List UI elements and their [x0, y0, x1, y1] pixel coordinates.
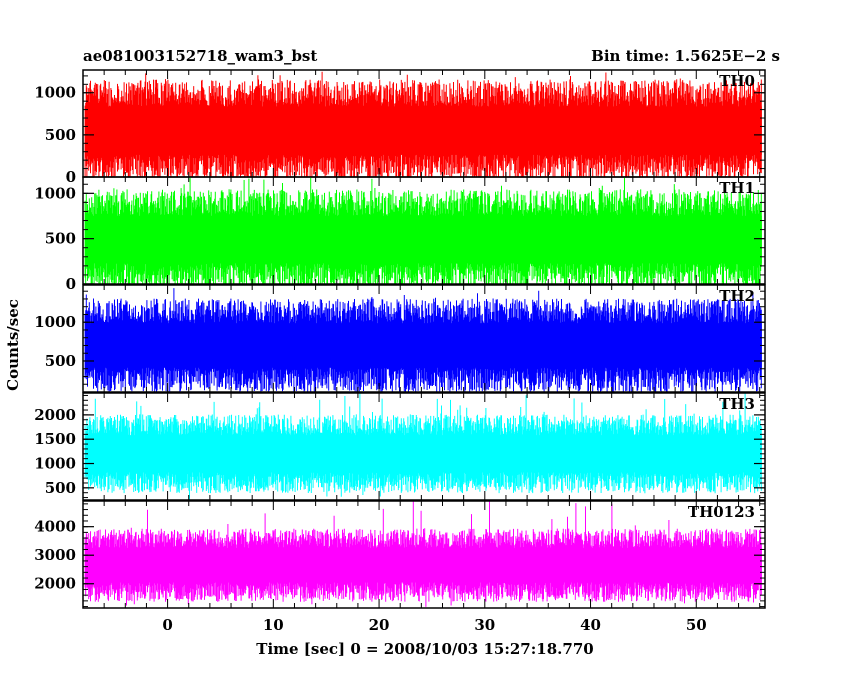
panel-frame — [82, 500, 766, 609]
y-axis-label: Counts/sec — [4, 299, 22, 391]
x-tick-label: 20 — [369, 616, 390, 634]
panel-th2: 500 1000 TH2 — [34, 284, 766, 393]
y-tick-label: 0 — [66, 275, 76, 293]
y-tick-label: 1000 — [34, 184, 76, 202]
y-tick-label: 4000 — [34, 518, 76, 536]
x-axis-label: Time [sec] 0 = 2008/10/03 15:27:18.770 — [256, 640, 593, 658]
panel-label-th1: TH1 — [719, 179, 755, 197]
panel-th3: 500 1000 1500 2000 TH3 — [34, 392, 766, 501]
y-tick-label: 500 — [45, 352, 76, 370]
series-core-th3 — [85, 435, 762, 473]
y-tick-label: 1000 — [34, 455, 76, 473]
y-tick-label: 1000 — [34, 313, 76, 331]
y-tick-label: 0 — [66, 168, 76, 186]
series-core-th0 — [85, 106, 762, 155]
panel-frame — [82, 392, 766, 501]
panel-label-th2: TH2 — [719, 287, 755, 305]
panel-frame — [82, 176, 766, 285]
panel-label-th0: TH0 — [719, 72, 755, 90]
y-tick-label: 2000 — [34, 406, 76, 424]
y-tick-label: 500 — [45, 479, 76, 497]
x-tick-label: 30 — [474, 616, 495, 634]
panel-label-th0123: TH0123 — [688, 503, 755, 521]
panels: 0 500 1000 TH0 0 500 1000 TH1 500 1000 TH2 500 1000 1… — [34, 69, 766, 609]
y-tick-label: 2000 — [34, 575, 76, 593]
y-tick-label: 3000 — [34, 546, 76, 564]
panel-th0: 0 500 1000 TH0 — [34, 69, 766, 186]
x-tick-label: 0 — [162, 616, 172, 634]
y-tick-label: 500 — [45, 230, 76, 248]
panel-frame — [82, 284, 766, 393]
y-tick-label: 500 — [45, 126, 76, 144]
series-core-th2 — [85, 323, 762, 368]
series-core-th0123 — [85, 547, 762, 583]
chart-title: ae081003152718_wam3_bst — [83, 47, 317, 65]
panel-label-th3: TH3 — [719, 395, 755, 413]
y-tick-label: 1000 — [34, 84, 76, 102]
y-tick-label: 1500 — [34, 430, 76, 448]
series-core-th1 — [85, 215, 762, 264]
x-tick-label: 50 — [686, 616, 707, 634]
panel-th1: 0 500 1000 TH1 — [34, 176, 766, 293]
bin-time-label: Bin time: 1.5625E−2 s — [591, 47, 780, 65]
x-tick-label: 40 — [580, 616, 601, 634]
panel-th0123: 2000 3000 4000 TH0123 — [34, 500, 766, 609]
x-axis-tick-labels: 0 10 20 30 40 50 — [162, 616, 706, 634]
x-tick-label: 10 — [263, 616, 284, 634]
